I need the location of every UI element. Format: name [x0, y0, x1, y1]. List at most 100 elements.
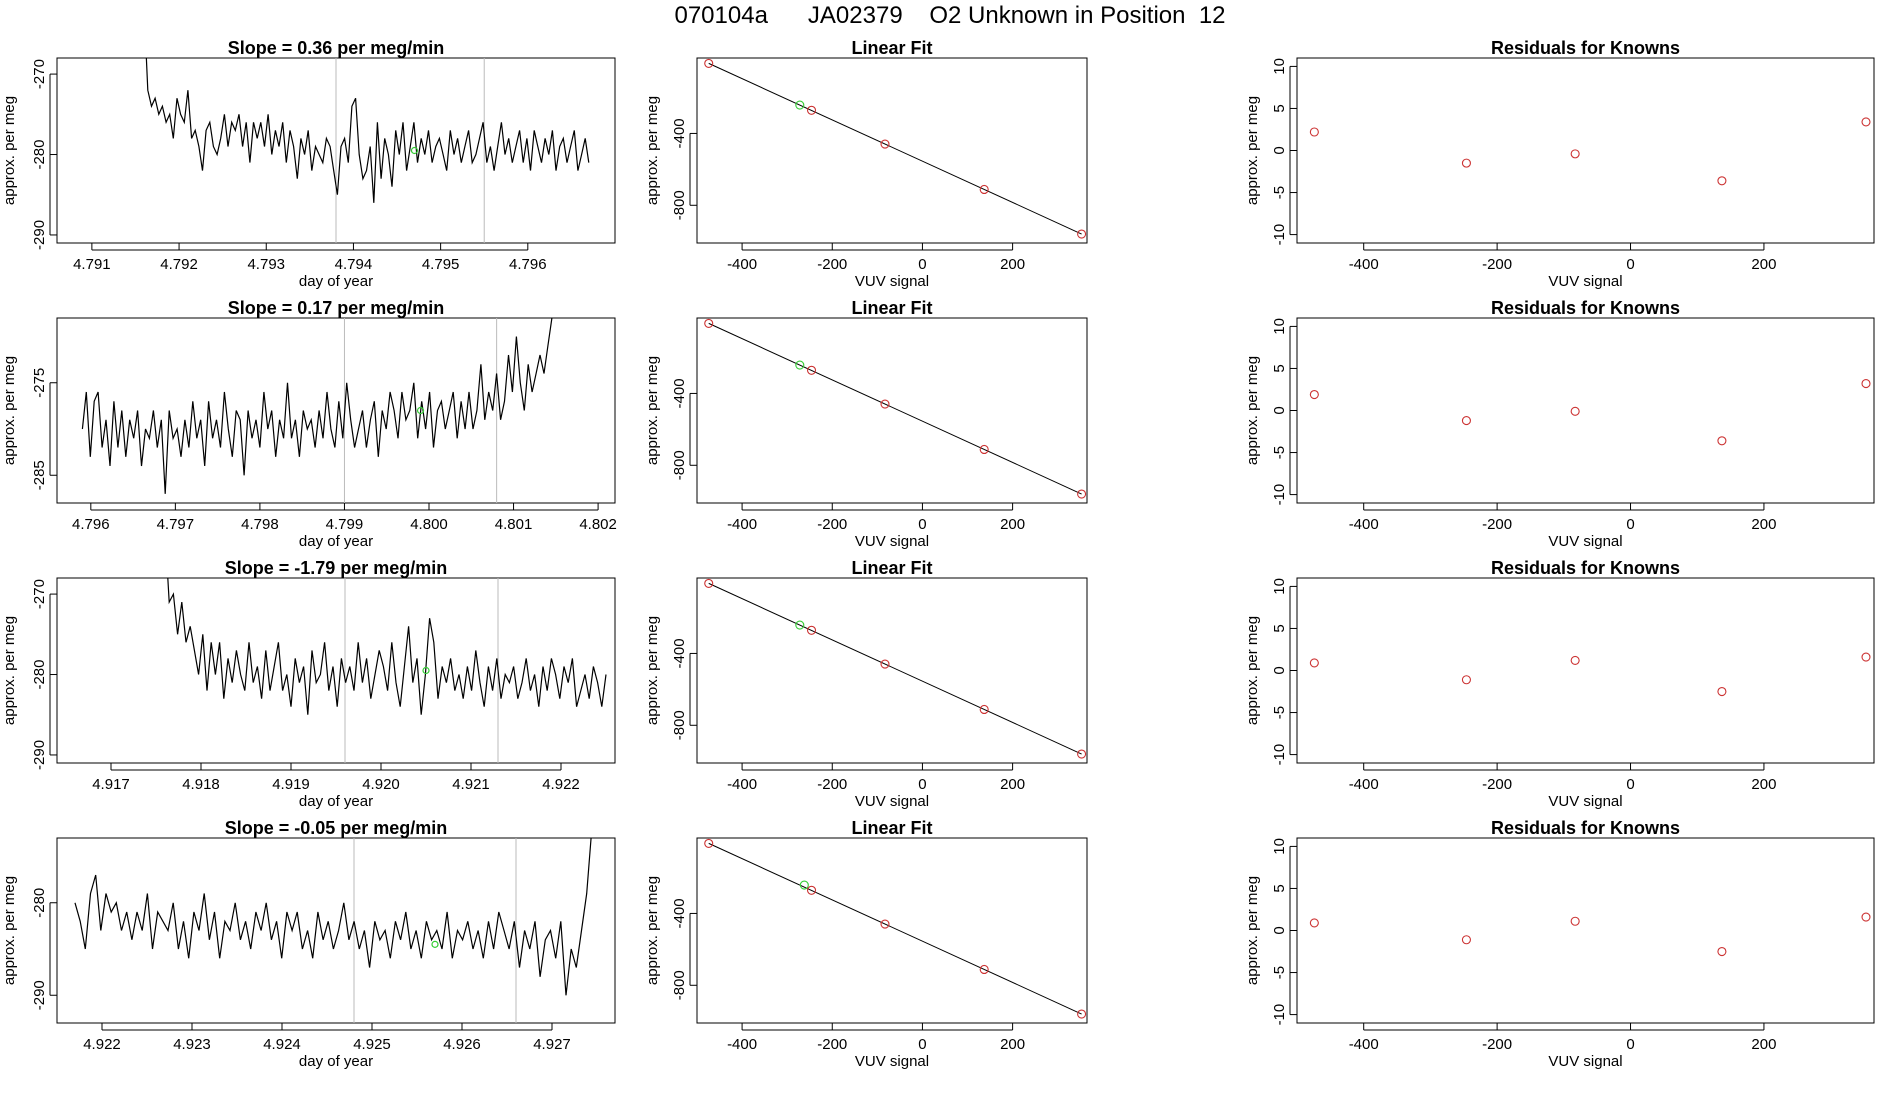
known-point	[1077, 489, 1087, 499]
y-axis-label: approx. per meg	[1, 96, 18, 205]
x-tick-label: -200	[817, 776, 847, 793]
y-tick-label: 0	[1271, 666, 1288, 674]
y-axis-label: approx. per meg	[1, 356, 18, 465]
x-tick-label: 0	[918, 256, 926, 273]
panel-title: Slope = -1.79 per meg/min	[225, 558, 448, 578]
fit-line	[708, 842, 1082, 1015]
x-tick-label: 4.924	[263, 1036, 301, 1053]
y-tick-label: -800	[671, 190, 688, 220]
known-point	[880, 659, 890, 669]
x-tick-label: 200	[1000, 776, 1025, 793]
x-axis-label: day of year	[299, 273, 373, 290]
y-axis-label: approx. per meg	[1244, 96, 1261, 205]
x-tick-label: 4.802	[579, 516, 617, 533]
x-tick-label: 4.801	[495, 516, 533, 533]
known-point	[1717, 686, 1727, 697]
x-tick-label: 0	[918, 516, 926, 533]
y-axis-label: approx. per meg	[1244, 616, 1261, 725]
panel-title: Linear Fit	[851, 38, 932, 58]
x-tick-label: -400	[1349, 1036, 1379, 1053]
known-point	[1461, 935, 1471, 945]
x-tick-label: 4.921	[452, 776, 490, 793]
y-tick-label: 10	[1271, 318, 1288, 335]
x-axis-label: day of year	[299, 1053, 373, 1070]
x-tick-label: -200	[1482, 776, 1512, 793]
known-point	[806, 625, 817, 635]
y-axis-label: approx. per meg	[1, 616, 18, 725]
y-tick-label: -10	[1271, 484, 1288, 506]
x-axis-label: VUV signal	[855, 1053, 929, 1070]
known-point	[1717, 436, 1727, 446]
y-tick-label: -800	[671, 450, 688, 480]
known-point	[1861, 379, 1871, 389]
unknown-point	[799, 880, 809, 890]
known-point	[1309, 658, 1319, 668]
x-axis-label: day of year	[299, 793, 373, 810]
known-point	[880, 919, 890, 929]
panel-title: Linear Fit	[851, 558, 932, 578]
unknown-point	[795, 620, 805, 630]
known-point	[704, 318, 714, 328]
x-tick-label: 4.927	[533, 1036, 571, 1053]
y-tick-label: -280	[31, 140, 48, 170]
plot-frame	[56, 317, 616, 504]
y-tick-label: 0	[1271, 926, 1288, 934]
y-axis-label: approx. per meg	[644, 96, 661, 205]
unknown-point	[795, 360, 805, 370]
panel-title: Linear Fit	[851, 818, 932, 838]
y-axis-label: approx. per meg	[644, 356, 661, 465]
x-tick-label: -400	[727, 256, 757, 273]
y-tick-label: -400	[671, 378, 688, 408]
plot-frame	[696, 837, 1088, 1024]
known-point	[1077, 749, 1087, 759]
known-point	[704, 578, 714, 588]
x-tick-label: 4.919	[272, 776, 310, 793]
x-tick-label: -400	[727, 1036, 757, 1053]
data-series-line	[145, 58, 590, 203]
y-tick-label: -800	[671, 970, 688, 1000]
x-tick-label: 200	[1000, 1036, 1025, 1053]
y-tick-label: -5	[1271, 706, 1288, 719]
x-axis-label: VUV signal	[1548, 273, 1622, 290]
panel-linear-fit-row-3: Linear Fit -400 -200 0 200 VUV signal -400 -800…	[644, 558, 1088, 810]
known-point	[1570, 149, 1580, 159]
y-axis-label: approx. per meg	[1, 876, 18, 985]
x-tick-label: 0	[1626, 1036, 1634, 1053]
known-point	[1861, 117, 1871, 127]
known-point	[806, 365, 817, 375]
x-axis-label: day of year	[299, 533, 373, 550]
known-point	[1309, 127, 1319, 137]
known-point	[1077, 229, 1087, 239]
y-tick-label: 5	[1271, 884, 1288, 892]
x-tick-label: 4.799	[326, 516, 364, 533]
panel-title: Residuals for Knowns	[1491, 298, 1680, 318]
x-axis-label: VUV signal	[855, 533, 929, 550]
known-point	[979, 964, 989, 975]
known-point	[1861, 652, 1871, 662]
y-tick-label: -400	[671, 118, 688, 148]
x-axis-label: VUV signal	[1548, 793, 1622, 810]
y-tick-label: 5	[1271, 624, 1288, 632]
x-tick-label: 4.926	[443, 1036, 481, 1053]
y-tick-label: 5	[1271, 364, 1288, 372]
panel-title: Slope = 0.36 per meg/min	[228, 38, 445, 58]
unknown-point	[422, 666, 430, 675]
y-tick-label: 10	[1271, 58, 1288, 75]
known-point	[704, 838, 714, 848]
y-axis-label: approx. per meg	[1244, 876, 1261, 985]
panel-timeseries-row-3: Slope = -1.79 per meg/min 4.917 4.918 4.919…	[1, 558, 616, 810]
x-tick-label: 200	[1000, 256, 1025, 273]
y-tick-label: -290	[31, 220, 48, 250]
x-tick-label: -400	[1349, 256, 1379, 273]
panel-residuals-row-1: Residuals for Knowns -400 -200 0 200 VUV sign…	[1244, 38, 1875, 290]
panel-title: Residuals for Knowns	[1491, 558, 1680, 578]
known-point	[1717, 176, 1727, 186]
known-point	[880, 399, 890, 409]
y-tick-label: -270	[31, 59, 48, 89]
y-tick-label: -280	[31, 888, 48, 918]
y-tick-label: -5	[1271, 186, 1288, 199]
x-tick-label: 0	[1626, 776, 1634, 793]
known-point	[704, 58, 714, 68]
x-tick-label: 200	[1751, 256, 1776, 273]
plot-frame	[1296, 837, 1875, 1024]
